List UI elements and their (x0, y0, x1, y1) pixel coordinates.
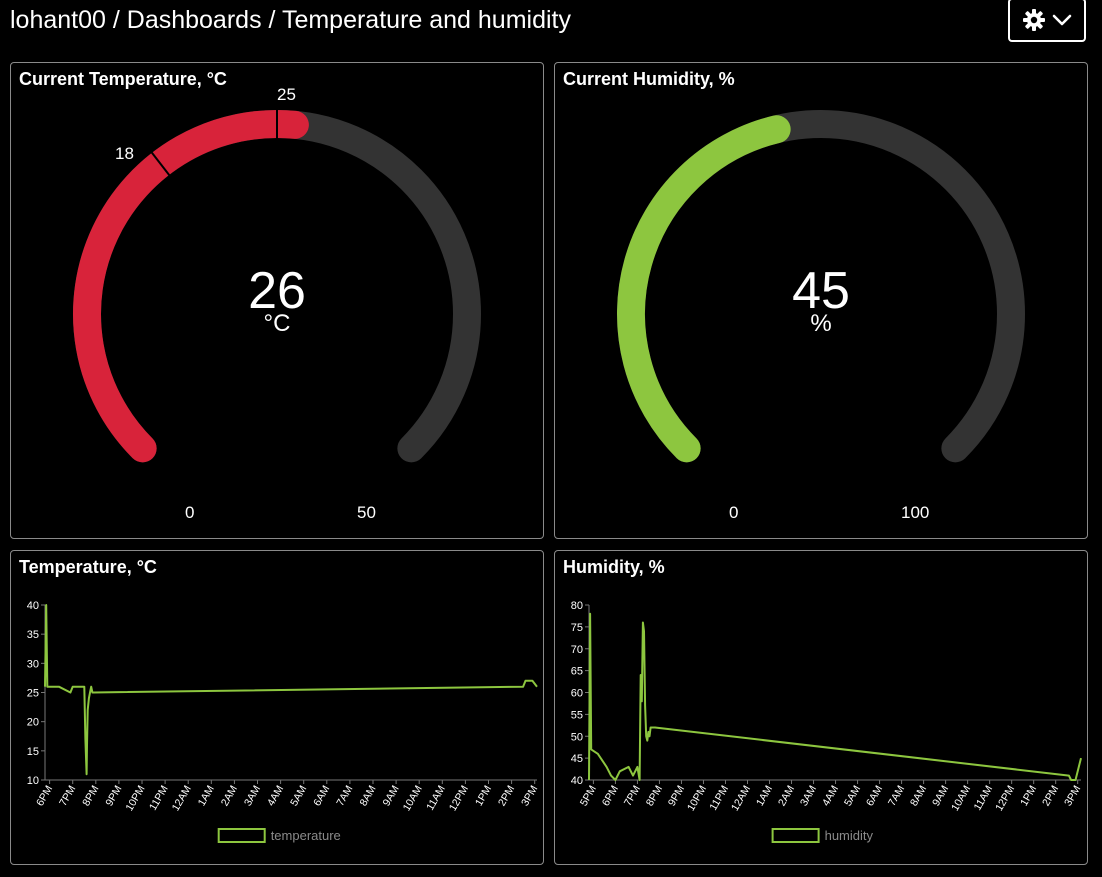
x-tick-label: 2AM (219, 784, 240, 809)
gauge-threshold-label: 25 (277, 85, 296, 104)
x-tick-label: 11PM (707, 784, 731, 813)
gauge-unit: °C (263, 310, 291, 337)
breadcrumb: lohant00 / Dashboards / Temperature and … (10, 6, 571, 34)
x-tick-label: 2PM (1040, 784, 1061, 809)
temperature-gauge (73, 109, 481, 463)
x-tick-label: 7AM (886, 784, 907, 809)
panel-title: Temperature, °C (19, 557, 157, 577)
panel-title: Current Temperature, °C (19, 69, 227, 89)
y-tick-label: 60 (571, 688, 583, 700)
x-tick-label: 6AM (311, 784, 332, 809)
x-tick-label: 8PM (80, 784, 101, 809)
gauge-threshold-tick (150, 151, 171, 177)
x-tick-label: 10PM (685, 784, 709, 814)
x-tick-label: 3AM (242, 784, 263, 809)
gauge-value-arc (617, 115, 791, 463)
y-tick-label: 65 (571, 666, 583, 678)
x-tick-label: 1AM (754, 784, 775, 809)
humidity-gauge (617, 110, 1025, 463)
legend-label: temperature (271, 828, 341, 843)
x-tick-label: 2AM (776, 784, 797, 809)
x-tick-label: 1PM (473, 784, 494, 809)
humidity-chart-panel: Humidity, % 40 45 50 55 60 65 70 75 80 5PM 6PM 7PM 8… (554, 550, 1088, 865)
legend-swatch (217, 828, 266, 843)
humidity-gauge-panel: Current Humidity, % 45 % 0 100 (554, 62, 1088, 539)
gauge-max-label: 50 (357, 503, 376, 522)
x-tick-label: 10AM (949, 784, 973, 814)
y-tick-label: 40 (27, 600, 39, 612)
x-tick-label: 9PM (666, 784, 687, 809)
y-tick-label: 50 (571, 731, 583, 743)
x-tick-label: 9AM (381, 784, 402, 809)
x-tick-label: 5PM (578, 784, 599, 809)
x-tick-label: 11AM (972, 784, 996, 813)
legend-swatch (771, 828, 820, 843)
x-tick-label: 11PM (147, 784, 171, 813)
temperature-chart-panel: Temperature, °C 10 15 20 25 30 35 40 6PM 7PM 8PM 9… (10, 550, 544, 865)
x-tick-label: 7AM (334, 784, 355, 809)
gauge-min-label: 0 (185, 503, 195, 522)
y-tick-label: 10 (27, 775, 39, 787)
y-tick-label: 35 (27, 629, 39, 641)
x-tick-label: 7PM (57, 784, 78, 809)
x-tick-label: 12AM (729, 784, 753, 814)
x-tick-label: 7PM (622, 784, 643, 809)
gear-icon (1023, 9, 1045, 31)
x-tick-label: 3PM (519, 784, 540, 809)
x-tick-label: 9PM (103, 784, 124, 809)
panel-title: Humidity, % (563, 557, 665, 577)
y-tick-label: 70 (571, 644, 583, 656)
x-tick-label: 3PM (1062, 784, 1083, 809)
x-tick-label: 8AM (908, 784, 929, 809)
x-tick-label: 12AM (170, 784, 194, 814)
x-tick-label: 3AM (798, 784, 819, 809)
x-tick-label: 11AM (424, 784, 448, 813)
gauge-value: 45 (792, 262, 850, 320)
x-tick-label: 1AM (196, 784, 217, 809)
gauge-value-arc (73, 110, 309, 463)
panel-title: Current Humidity, % (563, 69, 735, 89)
gauge-max-label: 100 (901, 503, 930, 522)
x-tick-label: 12PM (993, 784, 1017, 814)
gauge-min-label: 0 (729, 503, 739, 522)
y-tick-label: 40 (571, 775, 583, 787)
x-tick-label: 10AM (401, 784, 425, 814)
y-tick-label: 55 (571, 709, 583, 721)
x-tick-label: 4AM (265, 784, 286, 809)
x-tick-label: 1PM (1018, 784, 1039, 809)
x-tick-label: 9AM (930, 784, 951, 809)
x-tick-label: 4AM (820, 784, 841, 809)
y-tick-label: 75 (571, 622, 583, 634)
x-tick-label: 6AM (864, 784, 885, 809)
y-tick-label: 45 (571, 753, 583, 765)
y-tick-label: 30 (27, 658, 39, 670)
x-tick-label: 2PM (496, 784, 517, 809)
series-line (588, 612, 1082, 781)
x-tick-label: 8AM (357, 784, 378, 809)
series-line (44, 604, 538, 776)
x-tick-label: 6PM (34, 784, 55, 809)
y-tick-label: 20 (27, 717, 39, 729)
humidity-line-chart: 40 45 50 55 60 65 70 75 80 5PM 6PM 7PM 8PM 9PM10PM11P… (571, 600, 1083, 843)
y-tick-label: 25 (27, 688, 39, 700)
y-tick-label: 15 (27, 746, 39, 758)
x-tick-label: 6PM (600, 784, 621, 809)
x-tick-label: 12PM (447, 784, 471, 814)
gauge-threshold-label: 18 (115, 144, 134, 163)
chevron-down-icon (1052, 14, 1072, 26)
temperature-gauge-panel: Current Temperature, °C 26 °C 0 50 18 25 (10, 62, 544, 539)
y-tick-label: 80 (571, 600, 583, 612)
x-tick-label: 5AM (842, 784, 863, 809)
legend-label: humidity (825, 828, 874, 843)
x-tick-label: 10PM (124, 784, 148, 814)
gauge-unit: % (810, 310, 832, 337)
x-tick-label: 8PM (644, 784, 665, 809)
x-tick-label: 5AM (288, 784, 309, 809)
gauge-value: 26 (248, 262, 306, 320)
settings-dropdown-button[interactable] (1008, 0, 1086, 42)
